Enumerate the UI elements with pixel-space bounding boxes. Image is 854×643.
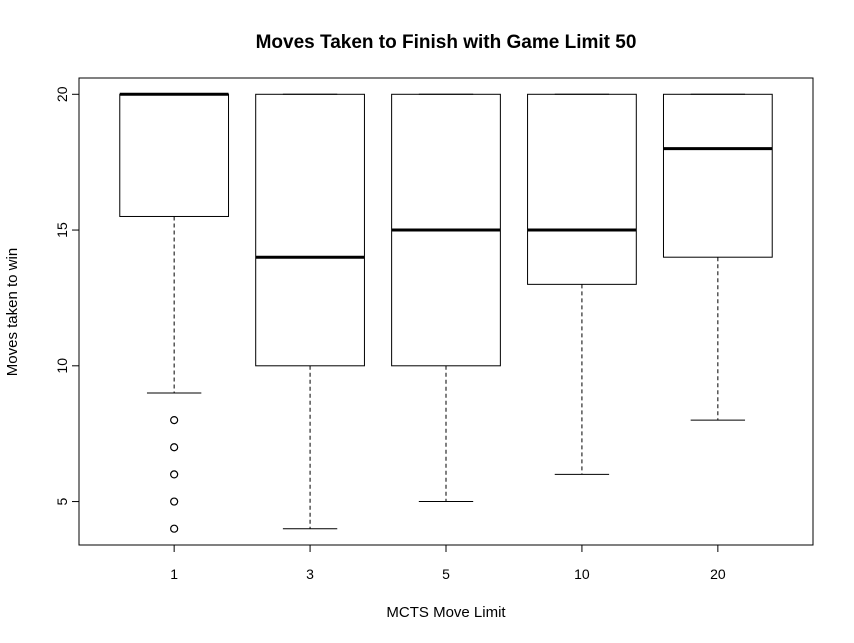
box-group: [255, 93, 365, 530]
x-tick-label: 3: [306, 566, 314, 582]
box-group: [391, 93, 501, 503]
y-tick-label: 15: [54, 222, 70, 238]
box-iqr: [255, 93, 365, 367]
x-tick-label: 5: [442, 566, 450, 582]
box-group: [662, 93, 773, 421]
outlier-point: [170, 524, 179, 533]
box-group: [119, 92, 230, 533]
x-axis: 1 3 5 10 20: [170, 545, 726, 582]
y-axis: 5 10 15 20: [54, 86, 79, 505]
outlier-point: [170, 470, 179, 479]
y-tick-label: 20: [54, 86, 70, 102]
x-axis-label: MCTS Move Limit: [386, 604, 506, 621]
x-tick-label: 10: [574, 566, 590, 582]
outlier-point: [170, 416, 179, 425]
y-tick-label: 10: [54, 358, 70, 374]
chart-title: Moves Taken to Finish with Game Limit 50: [256, 32, 637, 53]
box-iqr: [662, 93, 773, 258]
x-tick-label: 1: [170, 566, 178, 582]
outlier-point: [170, 443, 179, 452]
x-tick-label: 20: [710, 566, 726, 582]
boxes-layer: [119, 92, 773, 533]
y-tick-label: 5: [54, 497, 70, 505]
y-axis-label: Moves taken to win: [4, 248, 21, 376]
box-iqr: [527, 93, 637, 285]
outlier-point: [170, 497, 179, 506]
box-iqr: [119, 93, 230, 217]
box-group: [527, 93, 637, 475]
